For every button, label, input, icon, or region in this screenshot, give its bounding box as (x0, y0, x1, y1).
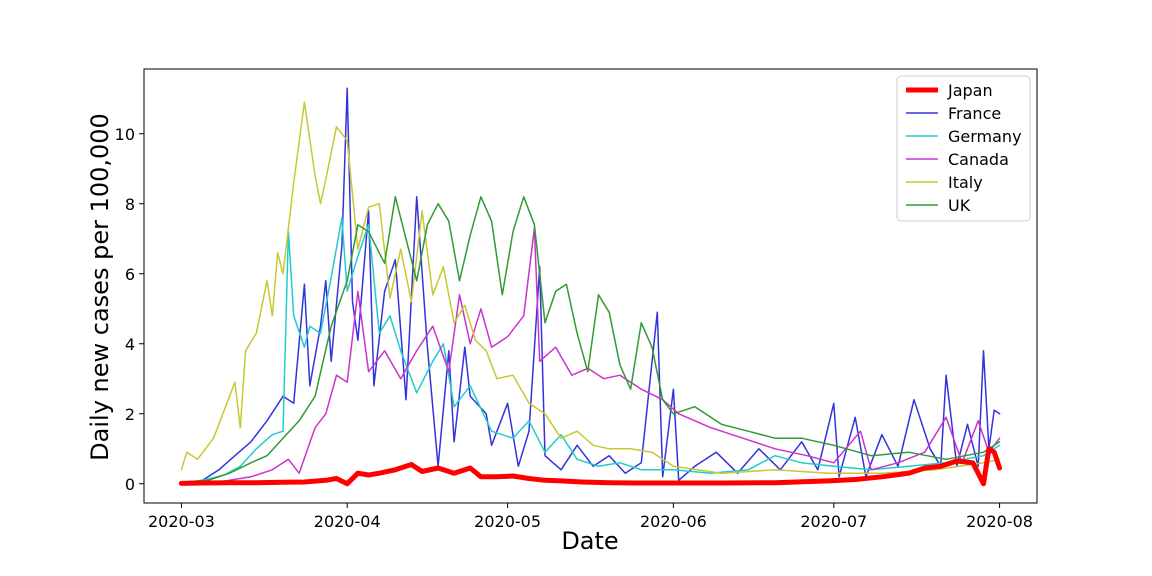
legend-label: Italy (948, 173, 983, 192)
x-axis-label: Date (561, 527, 618, 555)
legend-label: France (948, 104, 1001, 123)
series-line-france (180, 87, 1001, 485)
legend: Japan France Germany Canada Italy UK (896, 75, 1031, 222)
series-layer (178, 87, 1003, 487)
x-tick-label: 2020-05 (474, 512, 541, 531)
x-tick-label: 2020-08 (966, 512, 1033, 531)
legend-label: Germany (948, 127, 1022, 146)
series-line-germany (180, 217, 1001, 485)
x-tick-label: 2020-03 (148, 512, 215, 531)
series-line-italy (180, 101, 1001, 474)
legend-label: UK (948, 196, 971, 215)
legend-label: Canada (948, 150, 1009, 169)
y-tick-label: 0 (125, 475, 135, 494)
series-line-japan (178, 446, 1003, 487)
y-axis-label: Daily new cases per 100,000 (86, 113, 114, 461)
x-axis: 2020-03 2020-04 2020-05 2020-06 2020-07 2020-… (148, 503, 1033, 531)
x-tick-label: 2020-06 (640, 512, 707, 531)
x-tick-label: 2020-07 (800, 512, 867, 531)
y-tick-label: 6 (125, 265, 135, 284)
y-tick-label: 2 (125, 405, 135, 424)
y-axis: 0 2 4 6 8 10 (115, 125, 144, 494)
series-line-uk (180, 196, 1001, 483)
x-tick-label: 2020-04 (314, 512, 381, 531)
y-tick-label: 8 (125, 195, 135, 214)
y-tick-label: 10 (115, 125, 135, 144)
y-tick-label: 4 (125, 335, 135, 354)
legend-label: Japan (947, 81, 993, 100)
plot-frame (143, 68, 1038, 504)
